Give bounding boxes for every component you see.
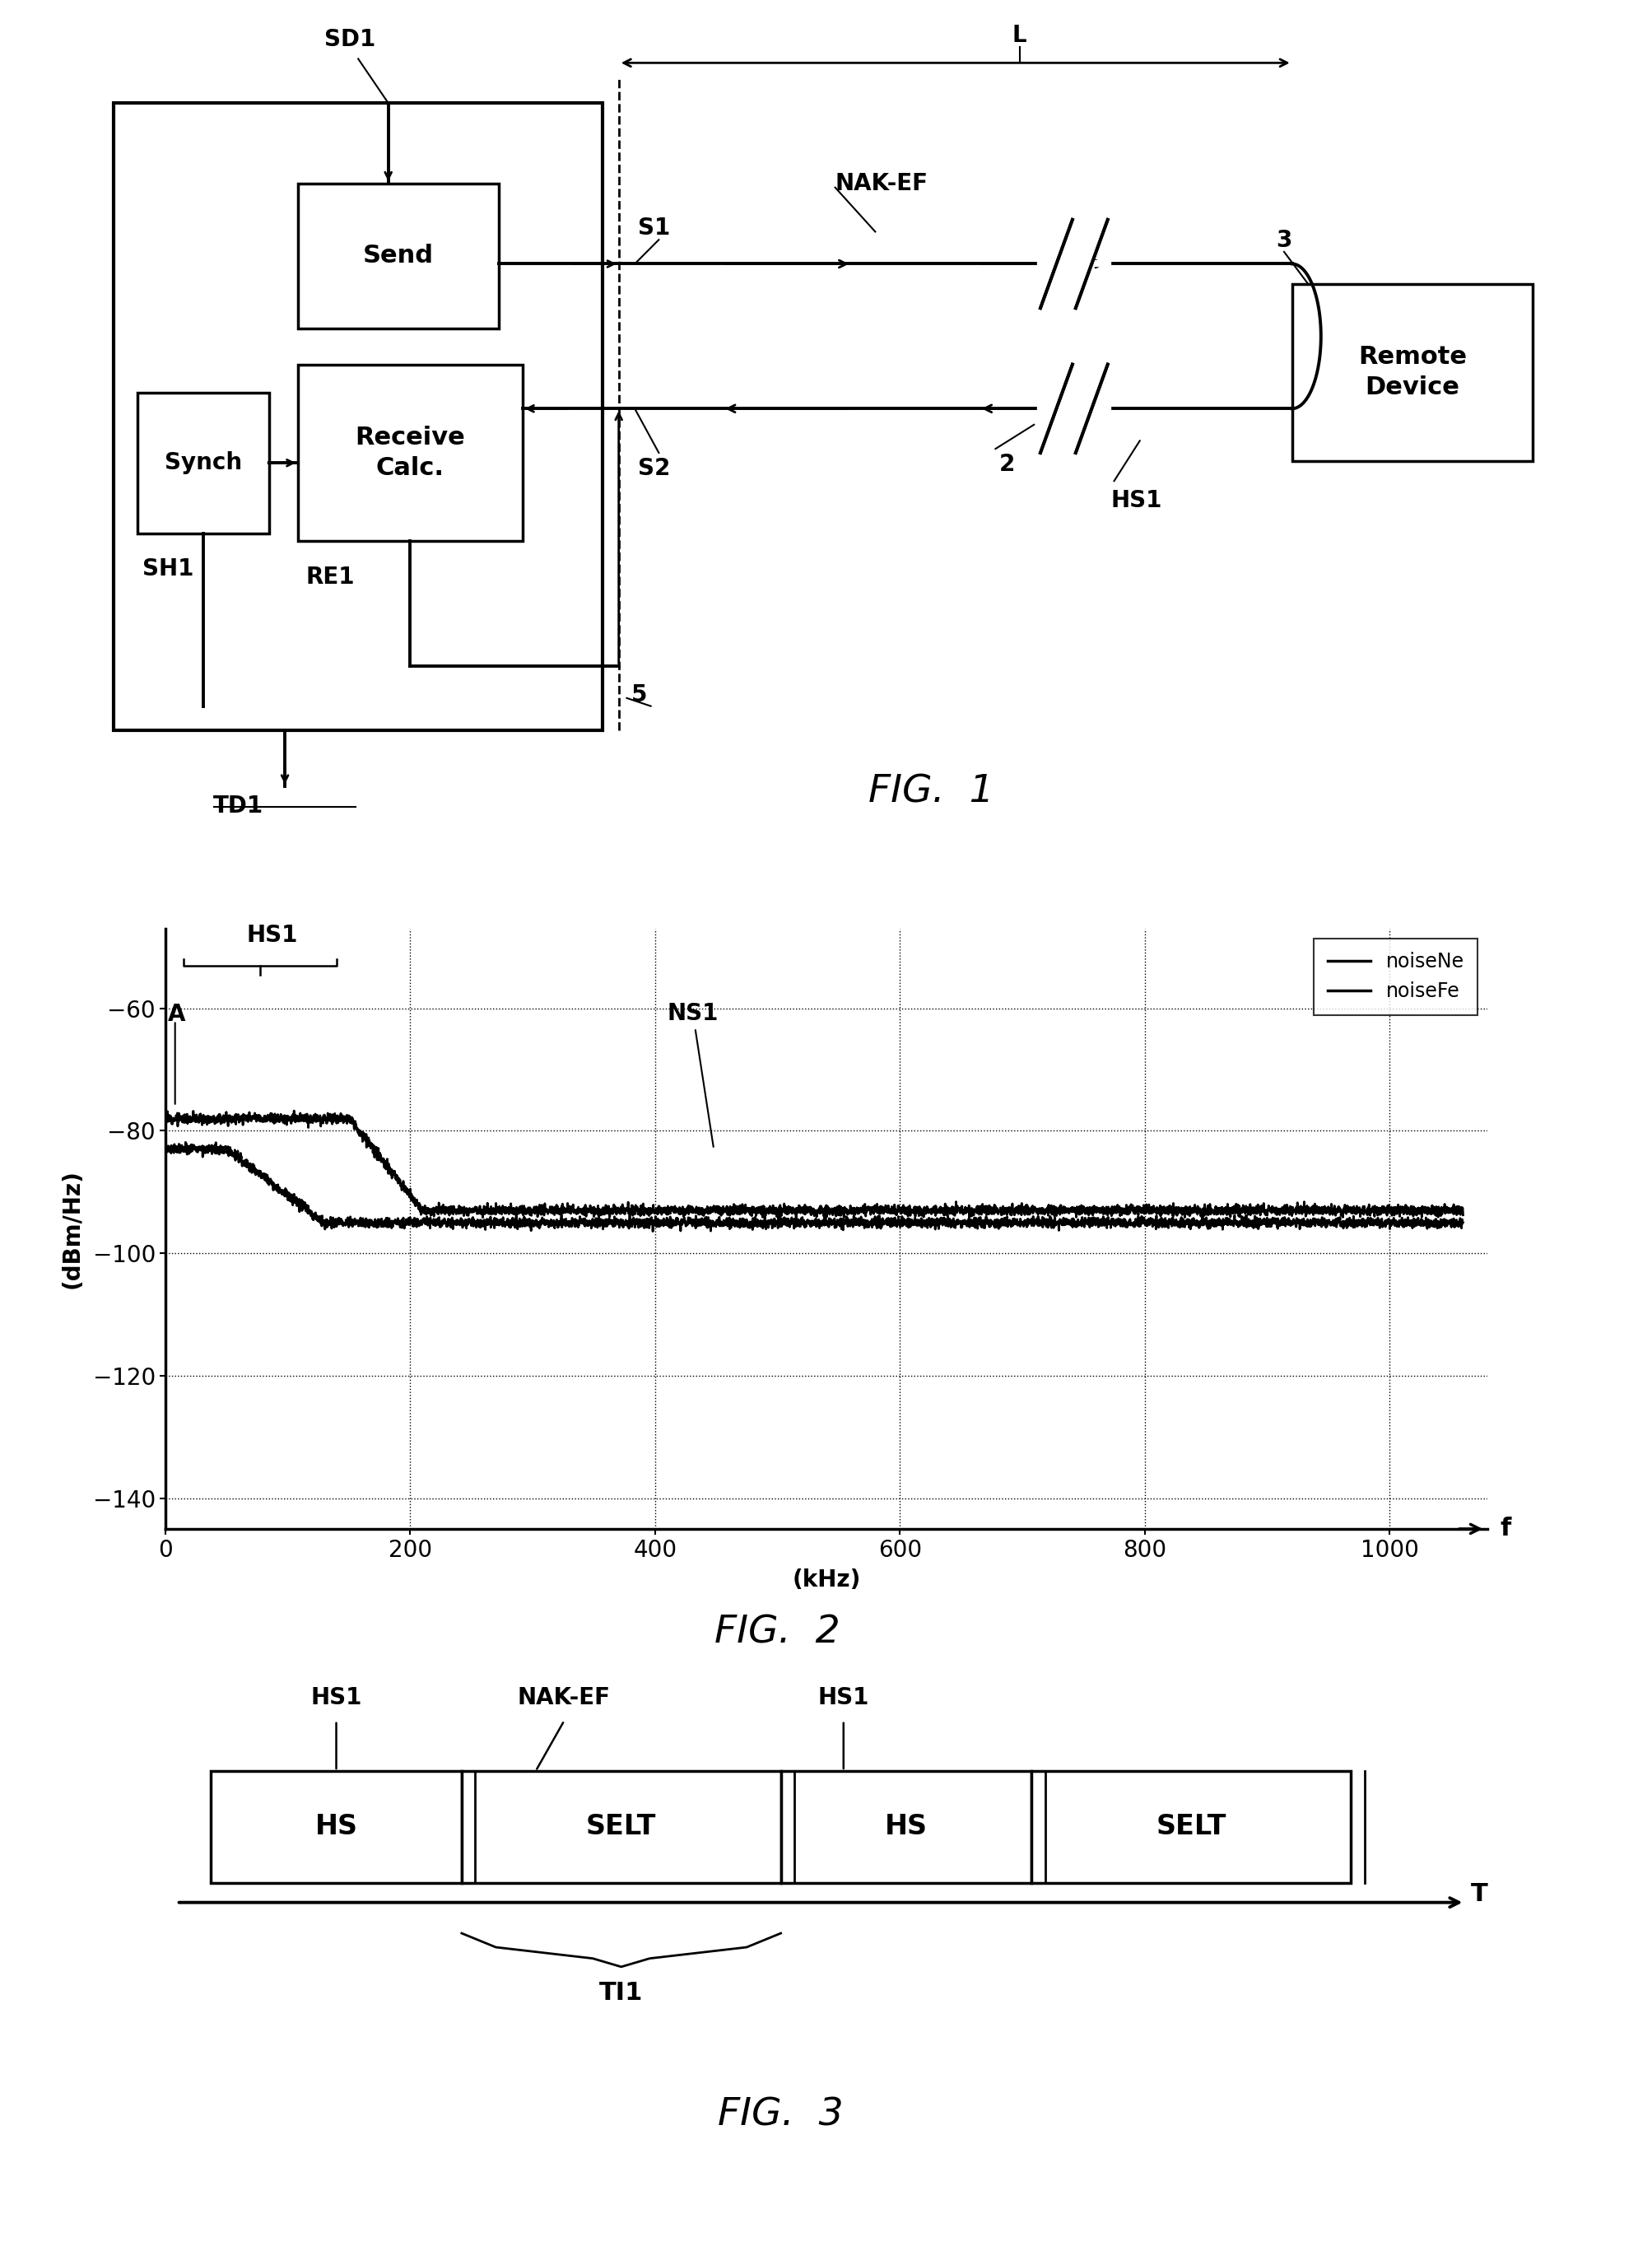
noiseNe [155,1103,175,1130]
Text: FIG.  2: FIG. 2 [714,1615,839,1651]
noiseFe [1222,1210,1242,1237]
noiseNe [958,1207,978,1234]
Text: Send: Send [363,245,433,267]
Y-axis label: (dBm/Hz): (dBm/Hz) [61,1169,84,1289]
noiseNe [1222,1200,1242,1228]
Line: noiseFe: noiseFe [165,1142,1462,1232]
noiseNe [651,1200,671,1228]
noiseFe [999,1207,1019,1234]
noiseFe [155,1137,175,1164]
Text: Receive
Calc.: Receive Calc. [355,426,466,480]
Text: TI1: TI1 [600,1982,643,2005]
Text: NAK-EF: NAK-EF [517,1687,611,1710]
Text: f: f [1498,1518,1510,1540]
Text: 5: 5 [631,684,648,707]
Text: HS: HS [884,1814,927,1841]
Text: 3: 3 [1275,229,1292,251]
Text: SD1: SD1 [324,27,375,50]
Text: HS1: HS1 [311,1687,362,1710]
Text: S2: S2 [638,458,671,480]
Bar [137,392,269,532]
noiseFe [933,1205,953,1232]
Text: Synch: Synch [165,451,243,473]
Text: SH1: SH1 [142,557,193,580]
Text: TD1: TD1 [213,795,263,818]
Bar [211,1771,461,1882]
noiseNe [284,1096,304,1123]
Text: RE1: RE1 [306,566,355,589]
Text: S1: S1 [638,217,671,240]
Text: HS1: HS1 [246,924,297,947]
Text: L: L [1011,23,1026,48]
Bar [114,104,603,729]
noiseNe [1452,1200,1472,1228]
noiseNe [392,1173,411,1200]
Text: HS1: HS1 [818,1687,869,1710]
Bar [297,183,499,328]
Text: A: A [167,1003,185,1026]
Text: NAK-EF: NAK-EF [834,172,928,195]
noiseFe [1452,1210,1472,1237]
noiseNe [1123,1200,1143,1228]
Line: noiseNe: noiseNe [165,1110,1462,1221]
noiseFe [643,1219,662,1246]
Text: Remote
Device: Remote Device [1358,344,1465,399]
noiseFe [1123,1214,1143,1241]
Text: T: T [1470,1882,1487,1907]
noiseFe [651,1207,671,1234]
Text: HS1: HS1 [1110,489,1161,512]
Bar [1292,283,1531,460]
X-axis label: (kHz): (kHz) [791,1567,861,1592]
Text: NS1: NS1 [667,1003,719,1146]
Text: 2: 2 [998,453,1014,476]
Text: FIG.  3: FIG. 3 [717,2097,843,2134]
noiseFe [392,1210,411,1237]
Text: SELT: SELT [586,1814,656,1841]
Bar [297,365,522,541]
noiseNe [999,1196,1019,1223]
Bar [1031,1771,1350,1882]
Bar [780,1771,1031,1882]
Text: FIG.  1: FIG. 1 [867,775,995,811]
Bar [461,1771,780,1882]
Text: HS: HS [316,1814,357,1841]
noiseNe [933,1196,953,1223]
Text: SELT: SELT [1155,1814,1226,1841]
Legend: noiseNe, noiseFe: noiseNe, noiseFe [1313,938,1477,1015]
noiseFe [175,1128,195,1155]
